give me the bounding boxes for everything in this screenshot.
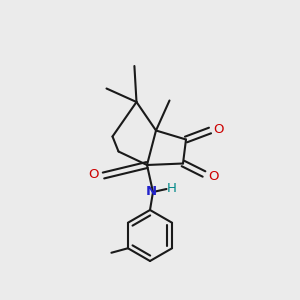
Text: N: N xyxy=(146,185,158,198)
Text: O: O xyxy=(214,123,224,136)
Text: H: H xyxy=(167,182,177,195)
Text: O: O xyxy=(88,168,99,181)
Text: O: O xyxy=(208,170,218,183)
